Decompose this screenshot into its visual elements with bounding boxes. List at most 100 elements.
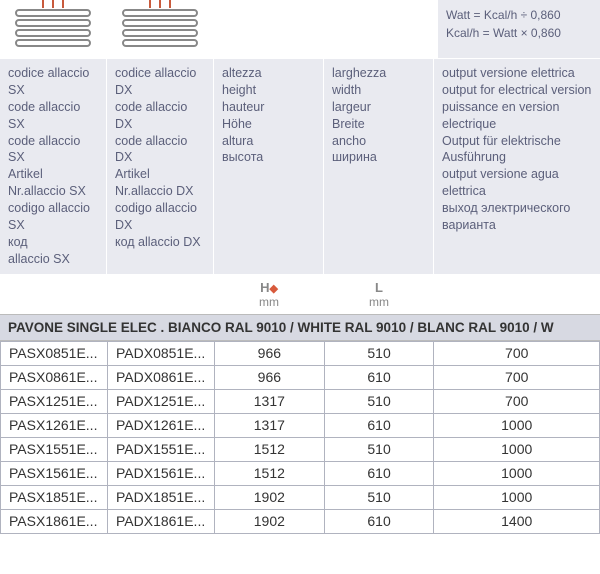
top-row: Watt = Kcal/h ÷ 0,860 Kcal/h = Watt × 0,… <box>0 0 600 58</box>
cell-codice_dx: PADX1551E... <box>107 437 214 461</box>
cell-altezza_mm: 1317 <box>214 413 324 437</box>
header-label: code allaccio SX <box>8 133 98 167</box>
radiator-sx-icon <box>8 0 98 50</box>
cell-codice_dx: PADX0861E... <box>107 365 214 389</box>
cell-codice_dx: PADX1561E... <box>107 461 214 485</box>
cell-altezza_mm: 1902 <box>214 509 324 533</box>
header-label: Höhe <box>222 116 315 133</box>
cell-output_w: 700 <box>434 389 600 413</box>
header-label: code allaccio DX <box>115 99 205 133</box>
cell-altezza_mm: 1902 <box>214 485 324 509</box>
formula-line-1: Watt = Kcal/h ÷ 0,860 <box>446 6 592 24</box>
header-col-larghezza: larghezzawidthlargeurBreiteanchoширина <box>324 59 434 274</box>
header-label: code allaccio DX <box>115 133 205 167</box>
header-label: hauteur <box>222 99 315 116</box>
header-label: Breite <box>332 116 425 133</box>
cell-output_w: 1400 <box>434 509 600 533</box>
header-label: output versione elettrica <box>442 65 592 82</box>
header-label: altura <box>222 133 315 150</box>
cell-altezza_mm: 1512 <box>214 461 324 485</box>
cell-codice_sx: PASX1551E... <box>1 437 108 461</box>
table-row: PASX0851E...PADX0851E...966510700 <box>1 341 600 365</box>
header-label: codigo allaccio SX <box>8 200 98 234</box>
header-label: puissance en version electrique <box>442 99 592 133</box>
diagram-dx <box>107 0 214 58</box>
radiator-dx-icon <box>115 0 205 50</box>
table-row: PASX1861E...PADX1861E...19026101400 <box>1 509 600 533</box>
cell-output_w: 1000 <box>434 437 600 461</box>
header-label: ancho <box>332 133 425 150</box>
cell-codice_sx: PASX1861E... <box>1 509 108 533</box>
cell-larghezza_mm: 610 <box>324 461 434 485</box>
cell-codice_sx: PASX1261E... <box>1 413 108 437</box>
cell-codice_dx: PADX0851E... <box>107 341 214 365</box>
table-row: PASX1261E...PADX1261E...13176101000 <box>1 413 600 437</box>
header-label: Artikel Nr.allaccio SX <box>8 166 98 200</box>
table-row: PASX1251E...PADX1251E...1317510700 <box>1 389 600 413</box>
cell-larghezza_mm: 510 <box>324 437 434 461</box>
header-label: код <box>8 234 98 251</box>
top-spacer <box>214 0 438 58</box>
diagram-sx <box>0 0 107 58</box>
section-title: PAVONE SINGLE ELEC . BIANCO RAL 9010 / W… <box>0 314 600 341</box>
table-row: PASX0861E...PADX0861E...966610700 <box>1 365 600 389</box>
units-height: H◆ mm <box>214 281 324 310</box>
cell-codice_dx: PADX1251E... <box>107 389 214 413</box>
cell-output_w: 700 <box>434 341 600 365</box>
table-row: PASX1561E...PADX1561E...15126101000 <box>1 461 600 485</box>
cell-altezza_mm: 966 <box>214 365 324 389</box>
header-label: codigo allaccio DX <box>115 200 205 234</box>
cell-larghezza_mm: 510 <box>324 341 434 365</box>
header-label: выход электрического варианта <box>442 200 592 234</box>
cell-codice_dx: PADX1861E... <box>107 509 214 533</box>
formula-box: Watt = Kcal/h ÷ 0,860 Kcal/h = Watt × 0,… <box>438 0 600 58</box>
cell-larghezza_mm: 510 <box>324 485 434 509</box>
cell-larghezza_mm: 510 <box>324 389 434 413</box>
header-col-codice_dx: codice allaccio DXcode allaccio DXcode a… <box>107 59 214 274</box>
header-col-codice_sx: codice allaccio SXcode allaccio SXcode a… <box>0 59 107 274</box>
cell-altezza_mm: 1512 <box>214 437 324 461</box>
header-labels-row: codice allaccio SXcode allaccio SXcode a… <box>0 58 600 274</box>
header-label: code allaccio SX <box>8 99 98 133</box>
cell-codice_sx: PASX1251E... <box>1 389 108 413</box>
cell-codice_dx: PADX1851E... <box>107 485 214 509</box>
header-label: allaccio SX <box>8 251 98 268</box>
header-label: codice allaccio SX <box>8 65 98 99</box>
header-label: Output für elektrische Ausführung <box>442 133 592 167</box>
header-label: altezza <box>222 65 315 82</box>
cell-larghezza_mm: 610 <box>324 365 434 389</box>
header-label: larghezza <box>332 65 425 82</box>
formula-line-2: Kcal/h = Watt × 0,860 <box>446 24 592 42</box>
header-label: ширина <box>332 149 425 166</box>
header-label: output for electrical version <box>442 82 592 99</box>
table-row: PASX1851E...PADX1851E...19025101000 <box>1 485 600 509</box>
header-label: width <box>332 82 425 99</box>
units-width: L mm <box>324 281 434 310</box>
units-row: H◆ mm L mm <box>0 274 600 314</box>
cell-altezza_mm: 1317 <box>214 389 324 413</box>
header-label: Artikel Nr.allaccio DX <box>115 166 205 200</box>
cell-output_w: 1000 <box>434 413 600 437</box>
header-label: largeur <box>332 99 425 116</box>
header-col-altezza: altezzaheighthauteurHöhealturaвысота <box>214 59 324 274</box>
cell-larghezza_mm: 610 <box>324 413 434 437</box>
cell-altezza_mm: 966 <box>214 341 324 365</box>
header-label: height <box>222 82 315 99</box>
cell-output_w: 1000 <box>434 485 600 509</box>
header-label: высота <box>222 149 315 166</box>
cell-codice_dx: PADX1261E... <box>107 413 214 437</box>
table-row: PASX1551E...PADX1551E...15125101000 <box>1 437 600 461</box>
header-label: output versione agua elettrica <box>442 166 592 200</box>
header-label: код allaccio DX <box>115 234 205 251</box>
cell-codice_sx: PASX0851E... <box>1 341 108 365</box>
cell-codice_sx: PASX0861E... <box>1 365 108 389</box>
header-label: codice allaccio DX <box>115 65 205 99</box>
page-root: Watt = Kcal/h ÷ 0,860 Kcal/h = Watt × 0,… <box>0 0 600 534</box>
header-col-output: output versione elettricaoutput for elec… <box>434 59 600 274</box>
cell-larghezza_mm: 610 <box>324 509 434 533</box>
cell-output_w: 1000 <box>434 461 600 485</box>
cell-output_w: 700 <box>434 365 600 389</box>
cell-codice_sx: PASX1561E... <box>1 461 108 485</box>
spec-table: PASX0851E...PADX0851E...966510700PASX086… <box>0 341 600 534</box>
cell-codice_sx: PASX1851E... <box>1 485 108 509</box>
